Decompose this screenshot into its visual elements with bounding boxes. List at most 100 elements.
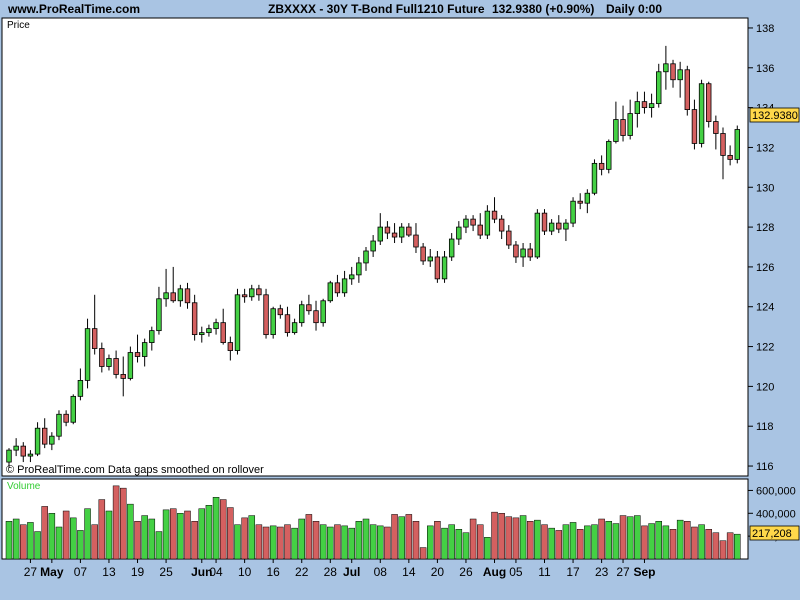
site-label[interactable]: www.ProRealTime.com (8, 2, 141, 16)
volume-bar (648, 523, 655, 560)
instrument-title: ZBXXXX - 30Y T-Bond Full1210 Future (268, 2, 485, 16)
candle-body (434, 256, 441, 280)
candle (141, 338, 148, 367)
last-price-label: 132.9380 (752, 110, 798, 122)
volume-bar (462, 532, 470, 560)
volume-bar (698, 524, 705, 560)
volume-bar (177, 513, 184, 560)
candle (584, 189, 591, 214)
volume-bar (34, 531, 41, 560)
price-tick-label: 138 (756, 23, 774, 35)
candle (520, 243, 526, 267)
candle-body (541, 212, 548, 232)
candle-body (6, 449, 12, 463)
volume-bar (405, 514, 413, 560)
candle-body (56, 413, 62, 437)
candle (20, 442, 26, 463)
volume-bar (355, 521, 363, 560)
volume-bar (241, 517, 248, 560)
candle (513, 241, 519, 263)
volume-bar (669, 529, 677, 560)
volume-bar (112, 485, 120, 560)
candle-body (149, 330, 155, 343)
candle-body (534, 212, 541, 258)
volume-bar (119, 487, 127, 560)
candle-body (427, 256, 433, 262)
candle (420, 243, 426, 265)
volume-bar (219, 499, 227, 560)
price-tick-label: 132 (756, 142, 774, 154)
candle-body (463, 218, 469, 228)
volume-bar (584, 525, 591, 560)
candle-body (120, 374, 126, 379)
candle-body (448, 238, 455, 258)
candle (6, 448, 12, 469)
candle-body (598, 162, 605, 170)
candle (184, 282, 191, 309)
price-axis[interactable]: 116118120122124126128130132134136138 (748, 23, 774, 473)
volume-bar (134, 521, 141, 560)
price-tick-label: 136 (756, 63, 774, 75)
volume-bar (441, 527, 448, 560)
candle (734, 125, 740, 164)
volume-bar (619, 515, 627, 560)
candle (463, 215, 469, 234)
candle-body (484, 210, 491, 236)
candle (227, 336, 234, 361)
candle (620, 105, 626, 142)
candle-body (548, 222, 555, 232)
volume-bar (41, 506, 48, 560)
date-tick-label: 05 (509, 565, 523, 579)
candle (498, 215, 505, 240)
candle (63, 410, 69, 427)
candle (177, 284, 184, 307)
candle-body (527, 248, 533, 258)
candle-body (99, 348, 105, 367)
candle-body (184, 288, 191, 304)
candle (191, 294, 198, 341)
volume-bar (334, 524, 341, 560)
candle (213, 318, 219, 335)
candle (120, 356, 126, 397)
volume-bar (12, 518, 20, 560)
candle (299, 300, 305, 327)
date-tick-label: 08 (374, 565, 388, 579)
volume-bar (384, 526, 391, 560)
candle-body (13, 445, 19, 451)
candle-body (420, 246, 426, 262)
candle-body (249, 288, 255, 298)
candle (556, 215, 562, 234)
price-tick-label: 130 (756, 182, 774, 194)
candle (713, 115, 719, 150)
volume-tick-label: 400,000 (756, 508, 796, 520)
date-tick-label: 04 (209, 565, 223, 579)
date-tick-label: 07 (74, 565, 88, 579)
candle (484, 205, 491, 240)
volume-bar (626, 516, 634, 560)
candle (627, 99, 633, 140)
candle (106, 354, 112, 371)
volume-bar (662, 525, 670, 560)
candle-body (377, 226, 383, 242)
candle (491, 197, 498, 224)
candle-body (77, 380, 84, 397)
candle (341, 270, 348, 297)
volume-bar (412, 521, 420, 560)
date-tick-label: 17 (566, 565, 580, 579)
volume-bar (20, 524, 27, 560)
candle (349, 266, 355, 285)
volume-bar (262, 526, 270, 560)
candle-body (691, 109, 698, 144)
volume-panel-label: Volume (7, 481, 41, 492)
candle-body (299, 304, 305, 324)
candle (427, 248, 433, 267)
candle (720, 127, 726, 180)
volume-bar (391, 514, 398, 560)
date-tick-label: 27 (616, 565, 630, 579)
candle-body (113, 358, 119, 375)
candle-body (491, 210, 498, 220)
date-tick-label: 10 (238, 565, 252, 579)
candle (99, 342, 105, 373)
